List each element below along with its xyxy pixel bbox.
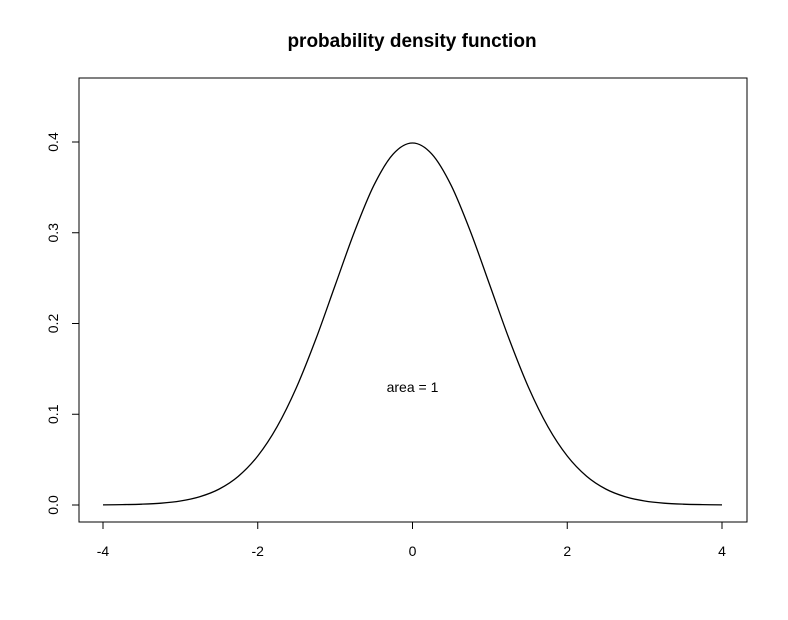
y-tick-label: 0.1 xyxy=(45,404,61,424)
area-annotation: area = 1 xyxy=(387,379,439,395)
y-tick-label: 0.4 xyxy=(45,132,61,152)
x-tick-label: -4 xyxy=(97,543,110,559)
y-tick-label: 0.2 xyxy=(45,314,61,334)
x-tick-label: -2 xyxy=(252,543,265,559)
y-tick-label: 0.0 xyxy=(45,495,61,515)
density-curve xyxy=(102,142,723,506)
annotation-layer: area = 1 xyxy=(387,379,439,395)
y-axis: 0.0 0.1 0.2 0.3 0.4 xyxy=(45,132,80,515)
x-tick-label: 2 xyxy=(563,543,571,559)
y-tick-label: 0.3 xyxy=(45,223,61,243)
x-axis: -4 -2 0 2 4 xyxy=(97,521,726,559)
series-layer xyxy=(102,142,723,506)
x-tick-label: 4 xyxy=(718,543,726,559)
x-tick-label: 0 xyxy=(409,543,417,559)
chart-title: probability density function xyxy=(287,31,536,52)
